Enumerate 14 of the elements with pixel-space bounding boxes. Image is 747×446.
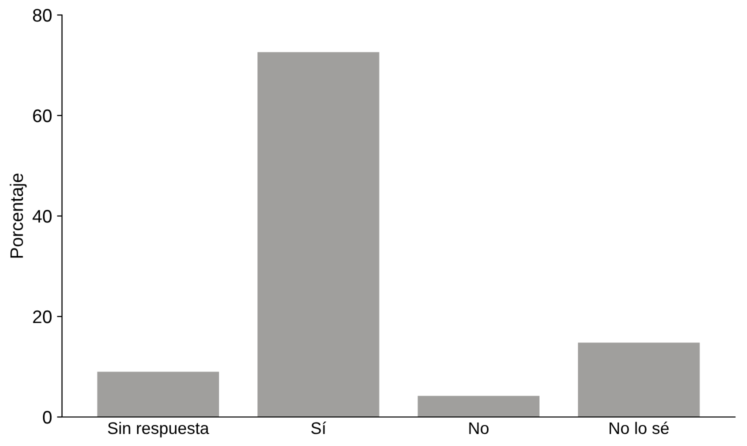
y-tick-label: 60 [33, 109, 52, 122]
y-tick-label: 0 [42, 410, 52, 424]
y-axis-title: Porcentaje [10, 174, 27, 258]
y-tick-label: 20 [33, 310, 52, 324]
y-tick-label: 80 [32, 8, 52, 22]
bar [418, 396, 540, 417]
bar [257, 52, 380, 417]
bar [97, 372, 220, 417]
y-tick-label: 40 [32, 210, 52, 223]
bar [578, 342, 700, 417]
x-tick-label: Sin respuesta [108, 422, 210, 438]
x-tick-label: No lo sé [610, 422, 669, 434]
x-tick-label: No [469, 422, 489, 434]
x-tick-label: Sí [311, 422, 326, 434]
